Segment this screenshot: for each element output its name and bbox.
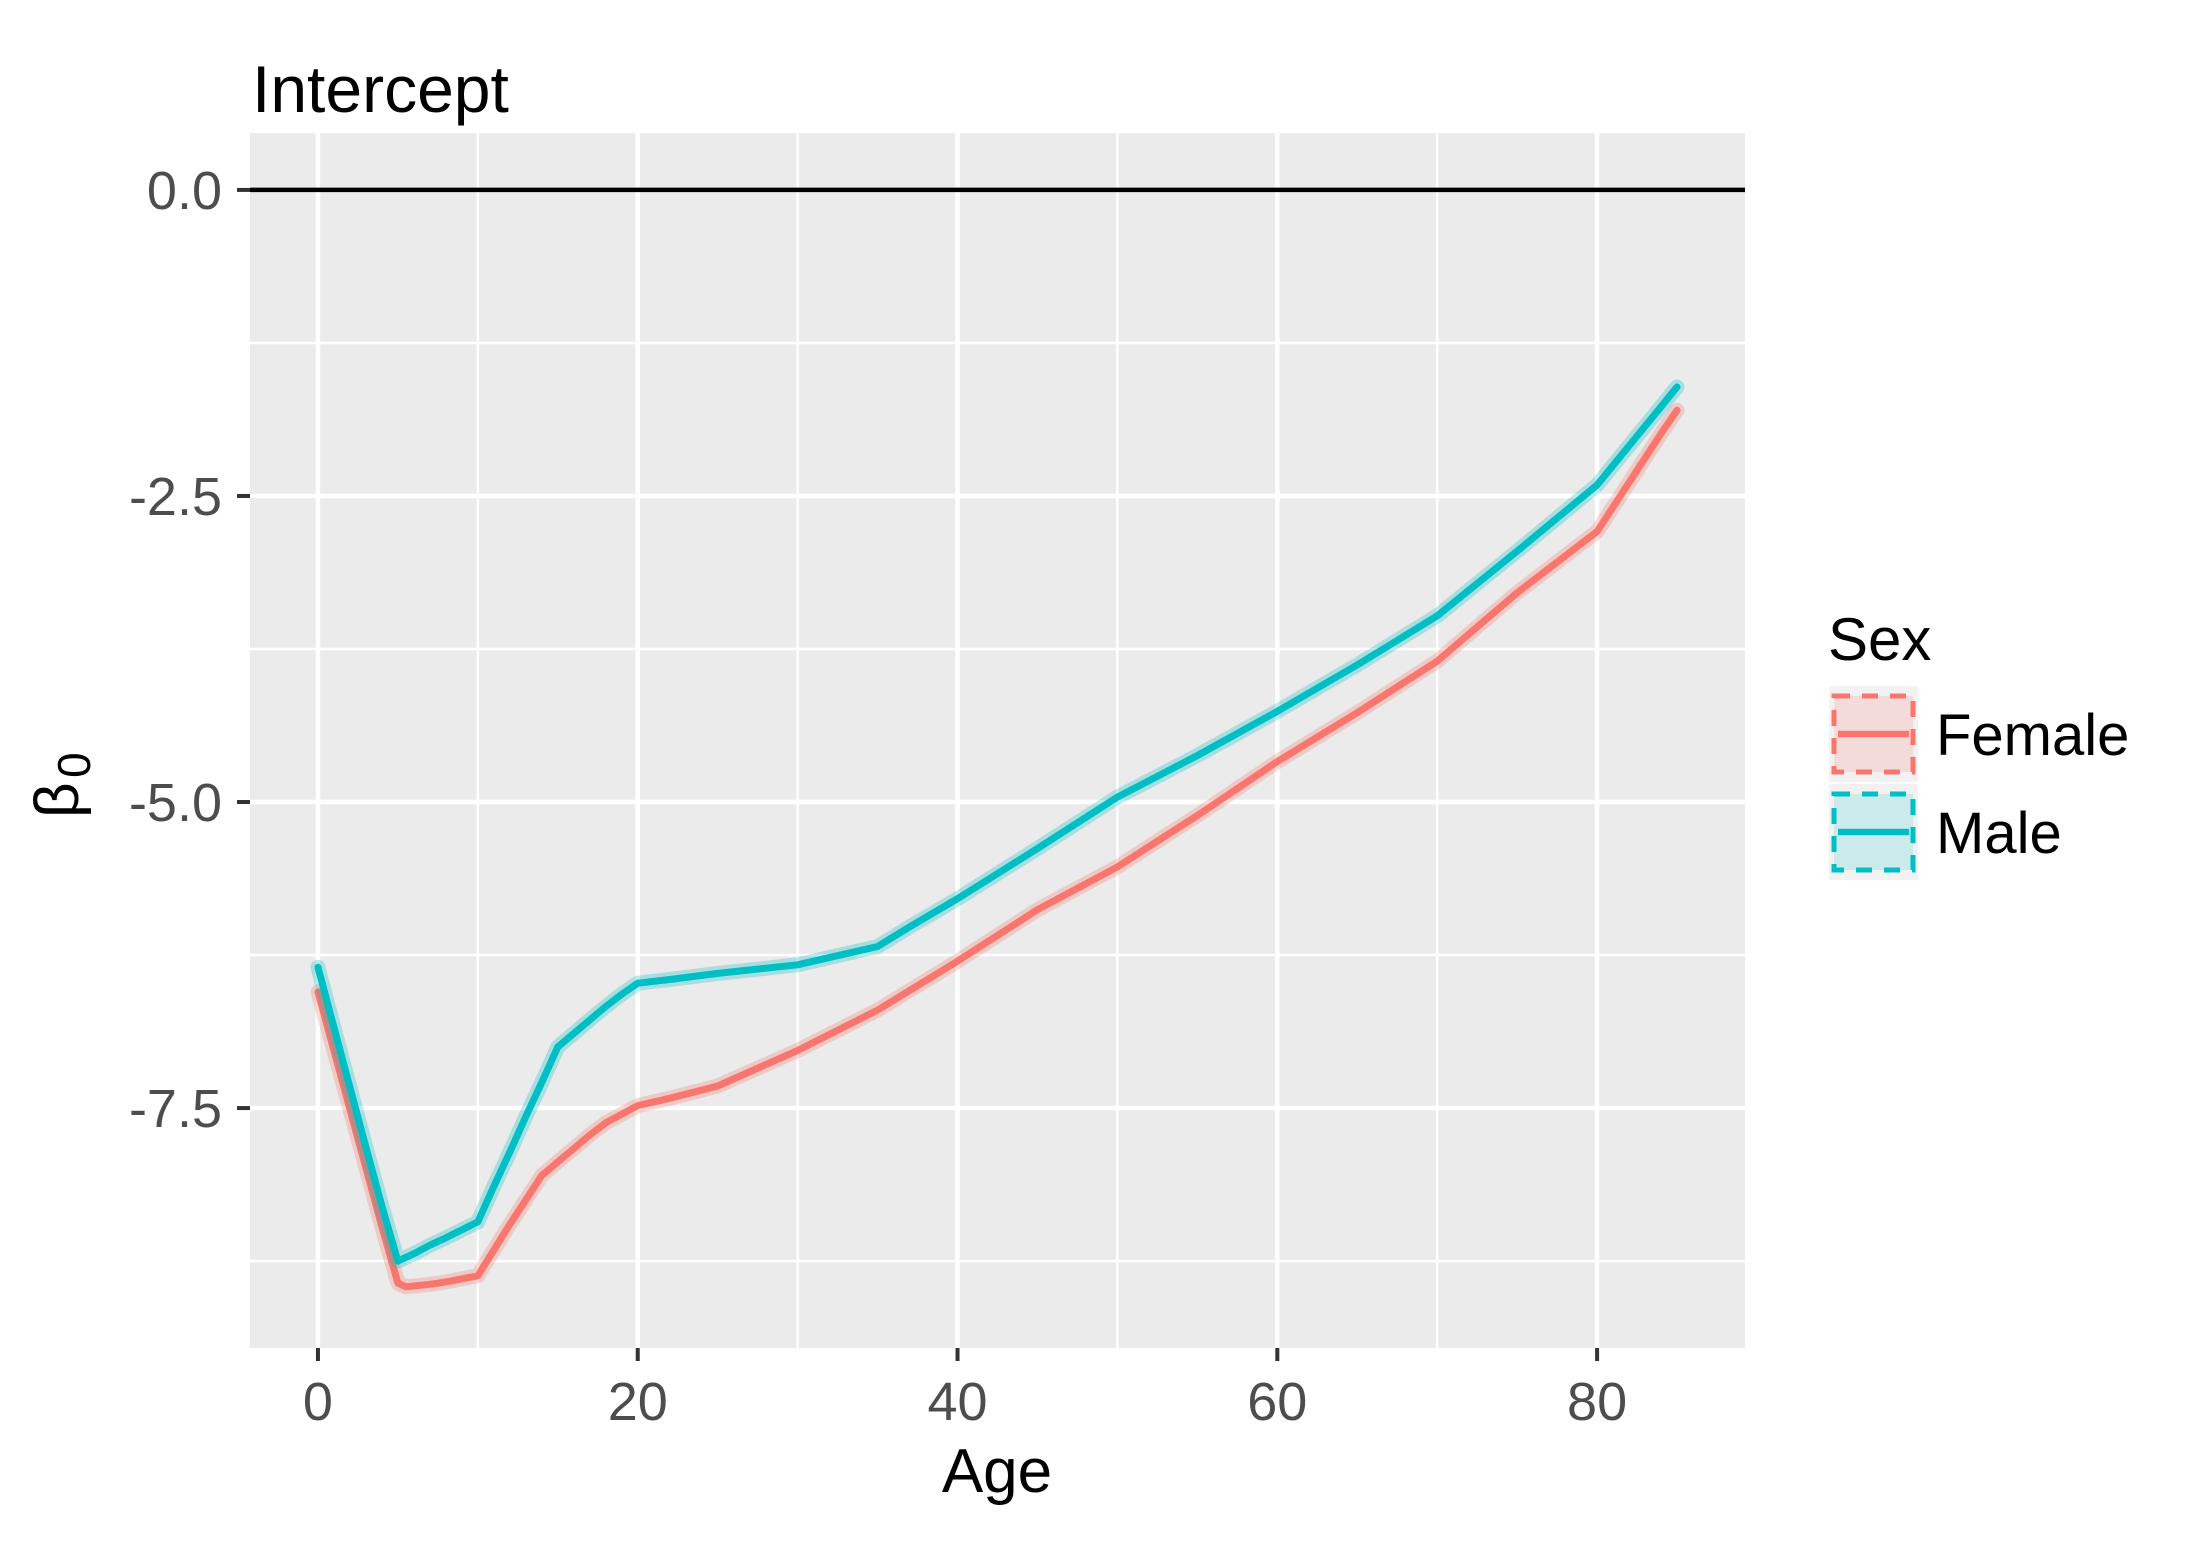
y-axis-subscript: 0 [48,752,100,778]
x-tick-label: 60 [1247,1372,1307,1432]
y-axis-title: β 0 [23,752,100,818]
x-tick-label: 40 [927,1372,987,1432]
minor-gridlines [250,133,1745,1348]
y-tick-label: 0.0 [147,161,222,221]
series-curves [310,379,1685,1295]
legend-label-male: Male [1936,801,2062,866]
legend-title: Sex [1828,606,1931,673]
series-line-male [314,383,1681,1265]
legend: Sex Female Male [1828,606,2129,880]
x-tick-label: 80 [1567,1372,1627,1432]
y-tick-label: -7.5 [129,1079,222,1139]
y-tick-label: -5.0 [129,773,222,833]
y-axis-symbol: β [23,782,92,818]
series-line-female [314,406,1681,1291]
plot-title: Intercept [252,52,509,126]
axis-tick-labels: 0 20 40 60 80 0.0 -2.5 -5.0 -7.5 [129,161,1627,1432]
axis-tick-marks [237,187,1600,1361]
x-tick-label: 20 [608,1372,668,1432]
legend-label-female: Female [1936,703,2129,768]
legend-keys [1829,686,1918,880]
x-axis-title: Age [942,1437,1052,1506]
x-tick-label: 0 [303,1372,333,1432]
plot-panel [250,133,1745,1348]
y-tick-label: -2.5 [129,467,222,527]
